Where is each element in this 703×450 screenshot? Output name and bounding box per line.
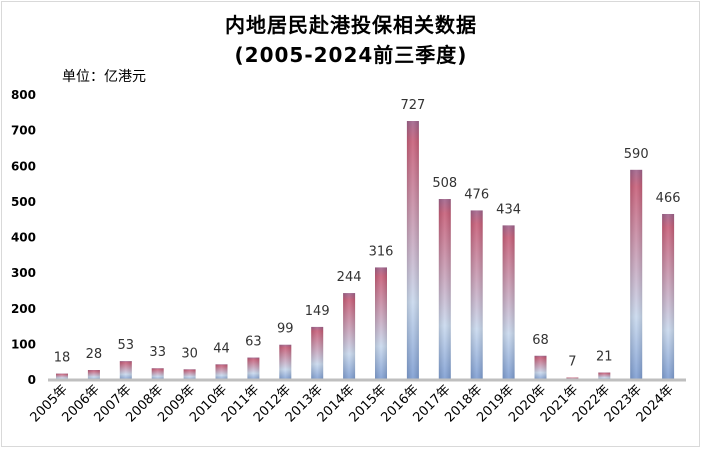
y-tick-label: 200	[11, 302, 36, 316]
bar-shade	[438, 199, 451, 380]
y-tick-label: 100	[11, 337, 36, 351]
data-label: 44	[213, 341, 230, 356]
bar-shade	[470, 210, 483, 380]
bar-shade	[343, 293, 356, 380]
data-label: 30	[181, 346, 198, 361]
bar-shade	[247, 357, 260, 380]
bar-shade	[598, 372, 611, 380]
bar-shade	[630, 169, 643, 380]
bar-shade	[502, 225, 515, 380]
data-label: 727	[400, 98, 425, 113]
data-label: 21	[596, 350, 613, 365]
data-label: 99	[277, 322, 294, 337]
data-label: 149	[305, 304, 330, 319]
data-label: 508	[432, 176, 457, 191]
bar-shade	[662, 213, 675, 380]
unit-label: 单位：亿港元	[62, 69, 146, 85]
bar-shade	[279, 344, 292, 380]
y-tick-label: 500	[11, 195, 36, 209]
bar-shade	[119, 361, 132, 380]
y-tick-label: 600	[11, 159, 36, 173]
data-label: 316	[369, 244, 394, 259]
data-label: 63	[245, 335, 262, 350]
data-label: 7	[568, 355, 576, 370]
chart-subtitle: (2005-2024前三季度)	[235, 43, 468, 67]
bar-shade	[375, 267, 387, 380]
y-tick-label: 0	[28, 373, 36, 387]
bar-shade	[183, 369, 196, 380]
data-label: 68	[532, 333, 549, 348]
data-label: 53	[118, 338, 135, 353]
data-label: 466	[656, 191, 681, 206]
data-label: 590	[624, 147, 649, 162]
bar-shade	[311, 326, 324, 380]
data-label: 244	[337, 270, 362, 285]
bar-shade	[534, 355, 547, 380]
data-label: 33	[149, 345, 166, 360]
data-label: 476	[464, 187, 489, 202]
y-tick-label: 400	[11, 231, 36, 245]
bar-shade	[406, 121, 419, 380]
data-label: 18	[54, 351, 71, 366]
chart-title: 内地居民赴港投保相关数据	[225, 13, 477, 37]
bar-shade	[87, 370, 100, 380]
y-tick-label: 300	[11, 266, 36, 280]
bar-shade	[56, 373, 68, 380]
data-label: 28	[86, 347, 103, 362]
bar-shade	[151, 368, 164, 380]
data-label: 434	[496, 202, 521, 217]
y-tick-label: 800	[11, 88, 36, 102]
bar-shade	[215, 364, 228, 380]
y-tick-label: 700	[11, 124, 36, 138]
